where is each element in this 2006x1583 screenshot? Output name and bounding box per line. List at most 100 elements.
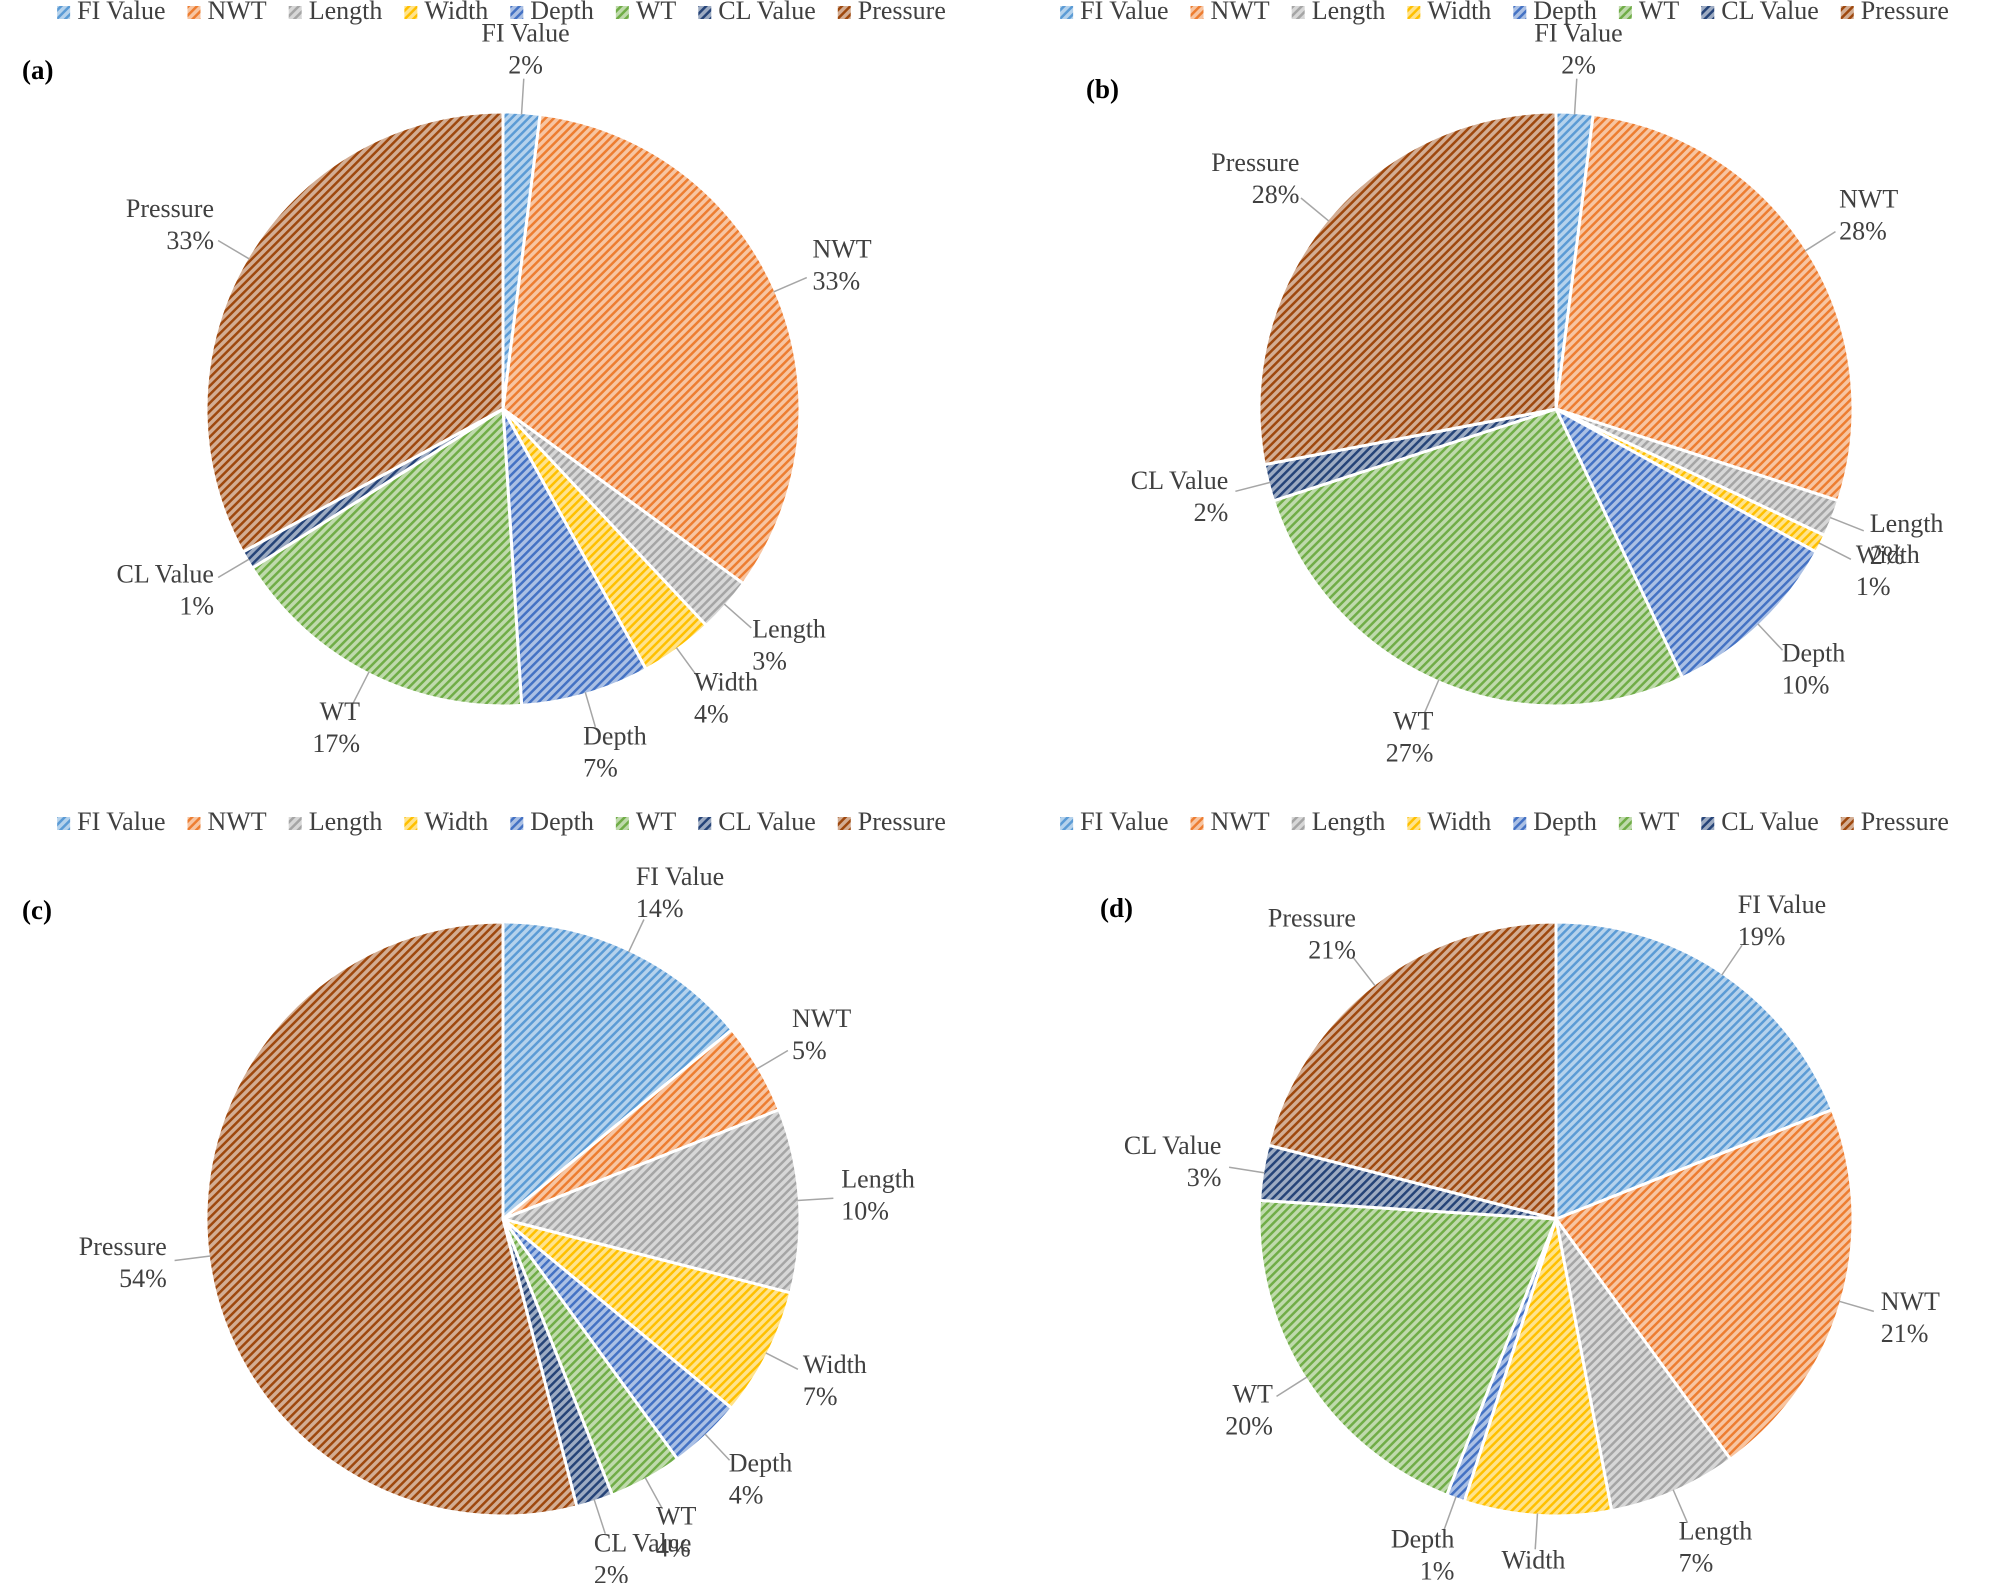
data-label-value: 1% — [1420, 1557, 1455, 1583]
data-label-name: Depth — [729, 1449, 793, 1478]
legend-label: Length — [1312, 807, 1386, 836]
data-label-name: NWT — [1881, 1287, 1940, 1316]
panel-label: (c) — [22, 895, 52, 925]
data-label-value: 4% — [694, 699, 729, 728]
data-label-value: 3% — [1187, 1163, 1222, 1192]
data-label-value: 2% — [1870, 541, 1905, 570]
legend-swatch — [1060, 817, 1074, 830]
data-label-value: 1% — [1856, 572, 1891, 601]
data-label-value: 4% — [729, 1481, 764, 1510]
data-label-value: 17% — [312, 729, 360, 758]
legend-swatch — [1840, 817, 1854, 830]
leader-line — [352, 671, 370, 705]
legend-swatch — [837, 6, 851, 19]
legend-label: FI Value — [77, 807, 165, 836]
data-label-name: CL Value — [1124, 1131, 1222, 1160]
data-label-value: 7% — [1679, 1548, 1714, 1577]
data-label-name: Width — [803, 1350, 867, 1379]
legend-label: CL Value — [1721, 0, 1819, 25]
data-label-value: 7% — [803, 1382, 838, 1411]
legend: FI Value NWT Length Width Depth WT CL Value Pre… — [1060, 0, 1949, 25]
legend-swatch — [1190, 817, 1204, 830]
legend-swatch — [57, 6, 71, 19]
leader-line — [756, 1049, 789, 1070]
data-label-value: 19% — [1738, 922, 1786, 951]
leader-line — [1228, 1166, 1265, 1174]
legend-label: NWT — [1210, 807, 1269, 836]
legend-label: NWT — [207, 0, 266, 25]
data-label-name: CL Value — [594, 1528, 692, 1557]
legend-label: Length — [1312, 0, 1386, 25]
legend-swatch — [1513, 6, 1527, 19]
panel-label: (b) — [1086, 74, 1119, 104]
data-label-name: WT — [1393, 706, 1434, 735]
data-label-name: FI Value — [481, 19, 569, 48]
legend-label: FI Value — [77, 0, 165, 25]
leader-line — [1443, 1496, 1457, 1531]
leader-line — [644, 1477, 664, 1510]
legend-label: CL Value — [1721, 807, 1819, 836]
data-label-name: NWT — [1839, 185, 1898, 214]
data-label-name: Pressure — [79, 1232, 167, 1261]
legend-swatch — [1060, 6, 1074, 19]
data-label-value: 1% — [179, 592, 214, 621]
data-label-value: 21% — [1308, 935, 1356, 964]
data-label-name: FI Value — [1534, 19, 1622, 48]
legend-swatch — [837, 817, 851, 830]
data-label-value: 8% — [1516, 1577, 1551, 1583]
data-label-name: FI Value — [1738, 890, 1826, 919]
legend-swatch — [404, 6, 418, 19]
legend-label: Pressure — [1861, 0, 1949, 25]
data-label-value: 2% — [1561, 51, 1596, 80]
leader-line — [765, 1352, 799, 1370]
leader-line — [675, 647, 699, 678]
legend-swatch — [1291, 817, 1305, 830]
legend-label: Width — [424, 807, 488, 836]
leader-line — [1721, 944, 1743, 976]
data-label-value: 33% — [166, 226, 214, 255]
leader-line — [1804, 231, 1836, 252]
leader-line — [520, 78, 525, 115]
data-label-value: 27% — [1386, 738, 1434, 767]
leader-line — [1818, 542, 1852, 560]
panel-label: (d) — [1100, 893, 1133, 923]
data-label-name: FI Value — [636, 862, 724, 891]
legend-label: NWT — [207, 807, 266, 836]
data-label-value: 3% — [752, 646, 787, 675]
leader-line — [217, 239, 250, 260]
data-label-name: Width — [1501, 1545, 1565, 1574]
leader-line — [1534, 1513, 1539, 1550]
data-label-name: CL Value — [1131, 466, 1229, 495]
leader-line — [1757, 623, 1784, 651]
data-label-value: 2% — [1194, 498, 1229, 527]
data-label-name: WT — [1232, 1379, 1273, 1408]
data-label-name: CL Value — [116, 560, 214, 589]
legend-swatch — [1407, 817, 1421, 830]
legend-swatch — [404, 817, 418, 830]
legend-swatch — [1840, 6, 1854, 19]
data-label-value: 2% — [594, 1560, 629, 1583]
legend-label: Depth — [1533, 807, 1597, 836]
leader-line — [174, 1255, 211, 1262]
data-label-name: NWT — [792, 1004, 851, 1033]
legend-label: Pressure — [858, 0, 946, 25]
leader-line — [704, 1433, 731, 1461]
legend-swatch — [187, 817, 201, 830]
legend: FI Value NWT Length Width Depth WT CL Value Pre… — [57, 807, 946, 836]
leader-line — [1300, 197, 1330, 222]
legend-swatch — [57, 817, 71, 830]
leader-line — [217, 558, 250, 579]
data-label-name: Length — [1870, 509, 1944, 538]
legend-swatch — [187, 6, 201, 19]
legend-swatch — [288, 817, 302, 830]
data-label-name: Depth — [1782, 639, 1846, 668]
legend-swatch — [1190, 6, 1204, 19]
leader-line — [773, 276, 808, 293]
data-label-value: 5% — [792, 1036, 827, 1065]
legend-label: Depth — [1533, 0, 1597, 25]
legend-swatch — [698, 817, 712, 830]
legend-label: Length — [309, 807, 383, 836]
legend-swatch — [1701, 817, 1715, 830]
leader-line — [1276, 1376, 1308, 1397]
data-label-name: Depth — [1391, 1525, 1455, 1554]
